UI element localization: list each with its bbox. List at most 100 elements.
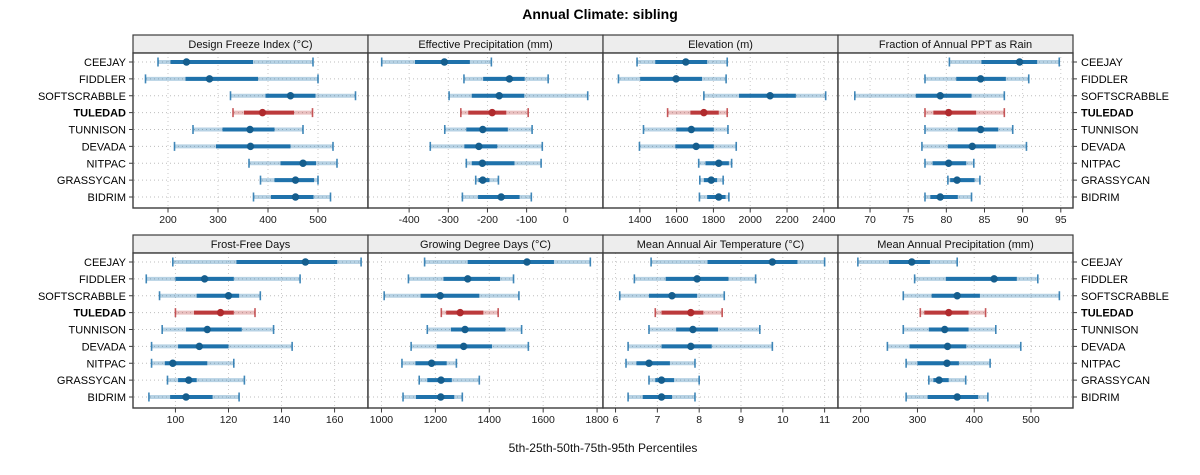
axis-tick-label: 90 bbox=[1017, 214, 1029, 226]
site-label-left: TUNNISON bbox=[69, 325, 127, 337]
median-dot bbox=[286, 92, 295, 100]
median-dot bbox=[195, 342, 204, 351]
axis-tick-label: 10 bbox=[777, 414, 789, 426]
axis-tick-label: 1200 bbox=[424, 414, 448, 426]
median-dot bbox=[523, 258, 531, 266]
axis-tick-label: 75 bbox=[902, 214, 914, 226]
median-dot bbox=[990, 275, 998, 283]
median-dot bbox=[182, 58, 191, 66]
site-label-left: SOFTSCRABBLE bbox=[38, 91, 126, 103]
site-label-right: SOFTSCRABBLE bbox=[1081, 291, 1169, 303]
median-dot bbox=[692, 142, 700, 151]
median-dot bbox=[464, 275, 472, 283]
axis-tick-label: -100 bbox=[516, 214, 537, 226]
site-label-right: TUNNISON bbox=[1081, 125, 1139, 137]
median-dot bbox=[459, 342, 468, 351]
axis-tick-label: 95 bbox=[1055, 214, 1067, 226]
axis-tick-label: 2400 bbox=[812, 214, 836, 226]
panel-grid: Design Freeze Index (°C) 200 300 400 500 CEEJ… bbox=[38, 34, 1169, 426]
axis-tick-label: 9 bbox=[738, 414, 744, 426]
axis-tick-label: 6 bbox=[613, 414, 619, 426]
median-dot bbox=[944, 308, 953, 317]
axis-tick-label: -200 bbox=[477, 214, 498, 226]
site-label-left: GRASSYCAN bbox=[57, 175, 126, 187]
median-dot bbox=[707, 176, 715, 184]
median-dot bbox=[299, 159, 307, 167]
median-dot bbox=[216, 308, 225, 317]
axis-tick-label: 500 bbox=[1022, 414, 1040, 426]
median-dot bbox=[258, 108, 267, 117]
median-dot bbox=[475, 142, 483, 151]
median-dot bbox=[941, 325, 949, 334]
axis-tick-label: 0 bbox=[563, 214, 569, 226]
median-dot bbox=[968, 142, 976, 151]
median-dot bbox=[657, 393, 666, 401]
figure-title: Annual Climate: sibling bbox=[522, 6, 678, 22]
strip-title: Effective Precipitation (mm) bbox=[418, 39, 552, 51]
axis-tick-label: 1800 bbox=[702, 214, 726, 226]
site-label-left: BIDRIM bbox=[88, 192, 127, 204]
axis-tick-label: 1800 bbox=[585, 414, 609, 426]
axis-tick-label: 120 bbox=[220, 414, 238, 426]
median-dot bbox=[944, 159, 953, 167]
site-label-left: BIDRIM bbox=[88, 392, 127, 404]
median-dot bbox=[495, 92, 503, 100]
median-dot bbox=[693, 275, 701, 283]
median-dot bbox=[478, 159, 487, 167]
median-dot bbox=[427, 359, 436, 367]
median-dot bbox=[668, 292, 676, 300]
site-label-right: CEEJAY bbox=[1081, 257, 1124, 269]
site-label-right: NITPAC bbox=[1081, 358, 1121, 370]
median-dot bbox=[935, 376, 943, 384]
median-dot bbox=[488, 108, 496, 117]
site-label-left: CEEJAY bbox=[84, 57, 127, 69]
panel-border bbox=[837, 252, 1074, 409]
site-label-right: GRASSYCAN bbox=[1081, 175, 1150, 187]
axis-tick-label: 300 bbox=[209, 214, 227, 226]
median-dot bbox=[184, 376, 193, 384]
median-dot bbox=[224, 292, 233, 300]
median-dot bbox=[943, 359, 951, 367]
strip-title: Fraction of Annual PPT as Rain bbox=[879, 39, 1032, 51]
median-dot bbox=[437, 376, 445, 384]
median-dot bbox=[976, 75, 985, 83]
median-dot bbox=[456, 308, 464, 317]
median-dot bbox=[182, 393, 190, 401]
median-dot bbox=[672, 75, 680, 83]
strip-title: Growing Degree Days (°C) bbox=[420, 239, 551, 251]
median-dot bbox=[246, 142, 255, 151]
median-dot bbox=[1015, 58, 1024, 66]
median-dot bbox=[203, 325, 211, 334]
site-label-right: TULEDAD bbox=[1081, 308, 1134, 320]
site-label-left: NITPAC bbox=[86, 358, 126, 370]
site-label-right: NITPAC bbox=[1081, 158, 1121, 170]
median-dot bbox=[936, 92, 944, 100]
axis-tick-label: 7 bbox=[654, 414, 660, 426]
axis-tick-label: 140 bbox=[273, 414, 291, 426]
median-dot bbox=[205, 75, 214, 83]
axis-tick-label: 8 bbox=[696, 414, 702, 426]
median-dot bbox=[689, 325, 697, 334]
median-dot bbox=[200, 275, 209, 283]
median-dot bbox=[700, 108, 708, 117]
median-dot bbox=[657, 376, 666, 384]
median-dot bbox=[497, 193, 505, 201]
axis-tick-label: 1400 bbox=[478, 414, 502, 426]
median-dot bbox=[479, 125, 487, 134]
axis-tick-label: 80 bbox=[941, 214, 953, 226]
median-dot bbox=[440, 58, 449, 66]
median-dot bbox=[291, 193, 300, 201]
median-dot bbox=[461, 325, 469, 334]
site-label-right: BIDRIM bbox=[1081, 392, 1120, 404]
site-label-right: DEVADA bbox=[1081, 141, 1126, 153]
axis-tick-label: 11 bbox=[819, 414, 830, 426]
site-label-left: GRASSYCAN bbox=[57, 375, 126, 387]
site-label-right: FIDDLER bbox=[1081, 274, 1128, 286]
median-dot bbox=[944, 108, 953, 117]
axis-tick-label: 85 bbox=[979, 214, 991, 226]
axis-tick-label: 1600 bbox=[665, 214, 689, 226]
site-label-left: DEVADA bbox=[82, 141, 127, 153]
site-label-left: DEVADA bbox=[82, 341, 127, 353]
